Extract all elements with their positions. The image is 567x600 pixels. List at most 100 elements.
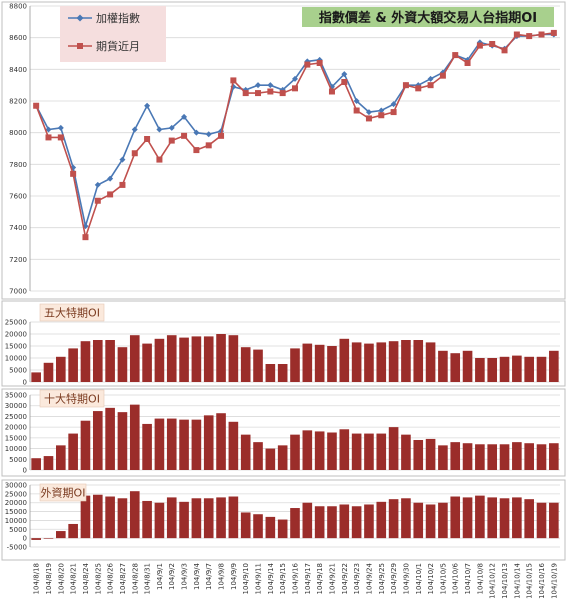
futures-point (33, 102, 40, 109)
oi-bar (302, 430, 313, 470)
y-tick-label: 20000 (5, 499, 27, 507)
index-point (144, 102, 151, 109)
y-tick-label: 7400 (9, 224, 27, 232)
oi-bar (487, 444, 498, 470)
y-tick-label: 30000 (5, 482, 27, 490)
oi-bar (31, 372, 41, 382)
index-point (427, 75, 434, 82)
futures-point (415, 85, 422, 92)
oi-bar (376, 342, 387, 382)
oi-bar (203, 336, 214, 382)
y-tick-label: 8600 (9, 34, 27, 42)
oi-bar (450, 353, 461, 382)
y-tick-label: 5000 (9, 456, 27, 464)
oi-bar (240, 512, 251, 539)
oi-bar (499, 444, 510, 470)
x-tick-label: 104/9/25 (378, 563, 386, 594)
x-tick-label: 104/9/1 (156, 563, 164, 590)
x-tick-label: 104/9/11 (255, 563, 263, 594)
y-tick-label: 7200 (9, 256, 27, 264)
oi-bar (351, 506, 362, 539)
y-tick-label: 8400 (9, 66, 27, 74)
oi-bar (425, 342, 436, 382)
oi-bar (166, 335, 177, 382)
x-tick-label: 104/8/21 (70, 563, 78, 594)
y-tick-label: 5000 (9, 367, 27, 375)
oi-bar (290, 434, 300, 470)
oi-bar (216, 334, 226, 382)
futures-point (292, 85, 298, 92)
oi-bar (401, 498, 411, 539)
y-tick-label: 0 (23, 379, 27, 387)
index-point (353, 98, 360, 104)
y-tick-label: 8000 (9, 129, 27, 137)
oi-bar (43, 362, 54, 382)
y-tick-label: 15000 (5, 343, 27, 351)
futures-point (144, 136, 151, 142)
x-tick-label: 104/8/20 (57, 563, 65, 594)
x-tick-label: 104/9/22 (341, 563, 349, 594)
oi-bar (549, 502, 559, 539)
oi-bar (290, 508, 300, 539)
oi-bar (179, 501, 189, 539)
oi-bar (240, 347, 251, 382)
oi-bar (117, 498, 128, 539)
x-tick-label: 104/8/26 (107, 562, 115, 594)
x-tick-label: 104/10/16 (538, 562, 546, 598)
oi-bar (364, 343, 374, 382)
index-point (292, 75, 298, 82)
oi-bar (142, 500, 152, 539)
x-tick-label: 104/9/17 (304, 563, 312, 594)
oi-bar (425, 438, 436, 470)
oi-bar (92, 411, 103, 470)
oi-bar (549, 350, 559, 382)
x-tick-label: 104/8/28 (131, 563, 139, 594)
y-tick-label: 30000 (5, 402, 27, 410)
futures-point (538, 31, 545, 38)
oi-bar (487, 497, 498, 539)
y-tick-label: 20000 (5, 331, 27, 339)
oi-bar (43, 538, 54, 539)
oi-bar (401, 340, 411, 382)
oi-bar (228, 496, 239, 539)
futures-point (390, 109, 397, 116)
oi-bar (228, 421, 239, 470)
x-tick-label: 104/10/7 (464, 563, 472, 594)
oi-bar (166, 418, 177, 470)
futures-point (131, 150, 138, 157)
index-point (45, 126, 52, 133)
futures-point (328, 88, 335, 95)
futures-point (439, 72, 446, 79)
oi-bar (450, 442, 461, 470)
y-tick-label: 10000 (5, 517, 27, 525)
futures-point (341, 79, 348, 85)
futures-point (156, 156, 163, 163)
oi-bar (425, 504, 436, 539)
index-point (168, 124, 175, 131)
futures-point (513, 31, 520, 38)
oi-bar (388, 341, 399, 382)
futures-point (316, 60, 323, 66)
index-point (378, 107, 385, 114)
oi-bar (277, 364, 288, 382)
y-tick-label: 10000 (5, 445, 27, 453)
futures-point (181, 132, 188, 139)
oi-bar (191, 419, 202, 470)
oi-bar (56, 445, 66, 470)
oi-bar (191, 498, 202, 539)
futures-point (501, 47, 508, 54)
x-tick-label: 104/9/9 (230, 563, 238, 590)
x-tick-label: 104/9/4 (193, 562, 201, 590)
y-tick-label: 0 (23, 535, 27, 543)
oi-bar (438, 350, 448, 382)
oi-bar (228, 335, 239, 382)
oi-bar (339, 338, 350, 382)
x-tick-label: 104/9/15 (279, 563, 287, 594)
legend-box (60, 6, 166, 62)
futures-point (82, 234, 89, 241)
x-tick-label: 104/9/2 (168, 563, 176, 590)
y-tick-label: 7800 (9, 161, 27, 169)
oi-bar (129, 335, 140, 382)
oi-bar (92, 340, 103, 382)
oi-bar (364, 433, 374, 470)
